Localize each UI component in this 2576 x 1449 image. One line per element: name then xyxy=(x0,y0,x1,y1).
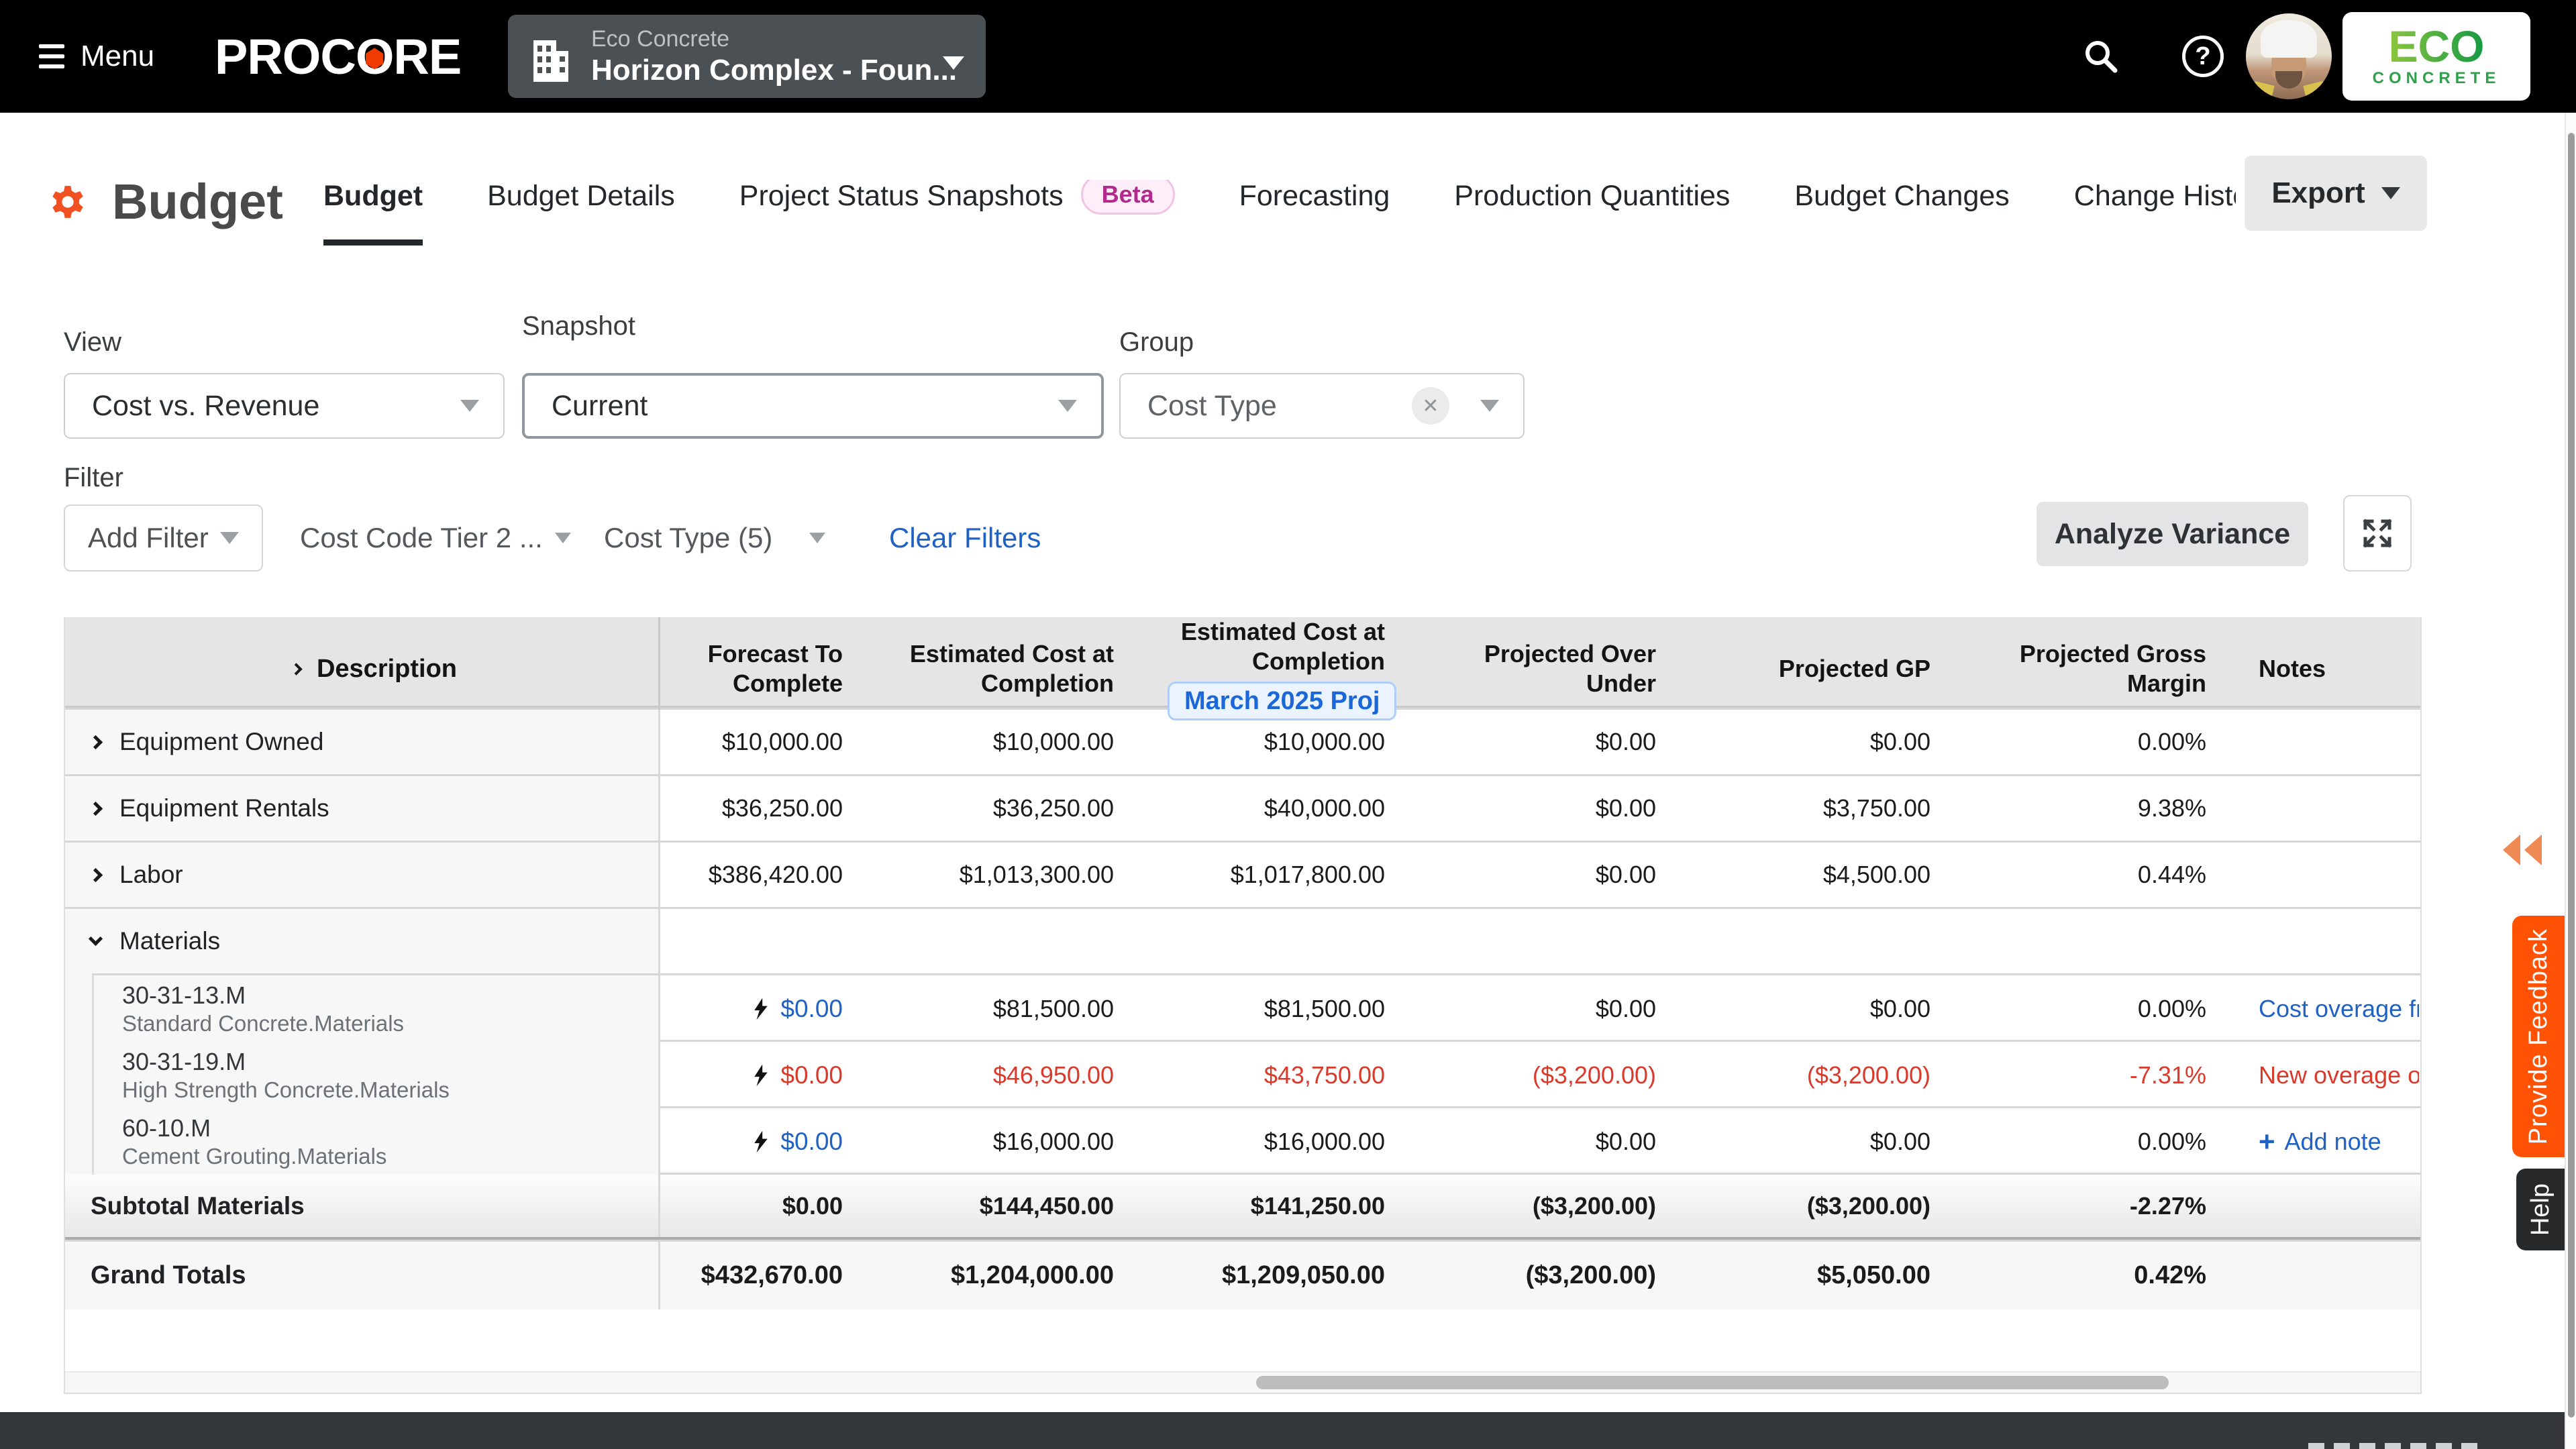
avatar[interactable] xyxy=(2246,13,2332,99)
view-label: View xyxy=(64,327,121,358)
clear-x-icon[interactable]: ✕ xyxy=(1412,387,1449,425)
column-projected-over-under: Projected Over Under xyxy=(1413,617,1684,720)
project-company: Eco Concrete xyxy=(591,25,957,53)
analyze-variance-button[interactable]: Analyze Variance xyxy=(2037,502,2308,566)
cost-code-filter[interactable]: Cost Code Tier 2 ... xyxy=(300,504,571,572)
collapse-arrows-icon[interactable] xyxy=(2500,833,2544,870)
add-filter-button[interactable]: Add Filter xyxy=(64,504,263,572)
tab-production-quantities[interactable]: Production Quantities xyxy=(1454,180,1730,246)
tab-project-status-snapshots[interactable]: Project Status SnapshotsBeta xyxy=(739,180,1175,246)
lightning-icon xyxy=(752,1063,770,1087)
column-projected-gross-margin: Projected Gross Margin xyxy=(1959,617,2234,720)
chevron-right-icon[interactable] xyxy=(89,867,103,881)
snapshot-label: Snapshot xyxy=(522,311,635,341)
vertical-scrollbar[interactable] xyxy=(2565,113,2576,1449)
caret-down-icon xyxy=(943,56,964,70)
tab-budget-details[interactable]: Budget Details xyxy=(487,180,675,246)
add-note-link[interactable]: Add note xyxy=(2285,1128,2381,1156)
tab-budget-changes[interactable]: Budget Changes xyxy=(1794,180,2009,246)
table-row-materials-group: Materials xyxy=(65,907,2420,973)
chevron-right-icon[interactable] xyxy=(89,801,103,815)
table-row-labor: Labor $386,420.00 $1,013,300.00 $1,017,8… xyxy=(65,841,2420,907)
footer-squares xyxy=(2308,1443,2477,1449)
vertical-scrollbar-thumb[interactable] xyxy=(2568,133,2575,1417)
caret-down-icon xyxy=(2381,187,2400,199)
beta-badge: Beta xyxy=(1081,180,1175,215)
column-notes: Notes xyxy=(2234,617,2419,720)
help-tab[interactable]: Help xyxy=(2516,1169,2565,1250)
company-logo: ECO CONCRETE xyxy=(2342,12,2530,101)
forecast-link[interactable]: $0.00 xyxy=(780,1128,843,1156)
building-icon xyxy=(531,31,572,82)
table-row-grand-totals: Grand Totals $432,670.00 $1,204,000.00 $… xyxy=(65,1240,2420,1309)
provide-feedback-tab[interactable]: Provide Feedback xyxy=(2512,916,2565,1157)
fullscreen-icon xyxy=(2359,515,2395,551)
column-projected-gp: Projected GP xyxy=(1684,617,1959,720)
table-row-subtotal-materials: Subtotal Materials $0.00 $144,450.00 $14… xyxy=(65,1173,2420,1240)
budget-table: Description Forecast To Complete Estimat… xyxy=(64,617,2422,1394)
table-row-equipment-owned: Equipment Owned $10,000.00 $10,000.00 $1… xyxy=(65,708,2420,774)
hamburger-icon xyxy=(39,44,64,68)
budget-page: Menu PROCORE Eco Concrete Horizon Comple… xyxy=(0,0,2576,1449)
menu-button[interactable]: Menu xyxy=(39,0,154,113)
lightning-icon xyxy=(752,997,770,1021)
chevron-right-icon[interactable] xyxy=(89,735,103,749)
chevron-down-icon[interactable] xyxy=(89,931,103,945)
footer-bar xyxy=(0,1412,2565,1449)
export-button[interactable]: Export xyxy=(2245,156,2427,231)
forecast-link[interactable]: $0.00 xyxy=(780,995,843,1023)
top-navigation-bar: Menu PROCORE Eco Concrete Horizon Comple… xyxy=(0,0,2576,113)
column-forecast-to-complete: Forecast To Complete xyxy=(660,617,871,720)
note-link[interactable]: Cost overage from xyxy=(2259,995,2419,1023)
note-link[interactable]: New overage on m xyxy=(2259,1061,2419,1089)
table-row-30-31-13M: 30-31-13.M Standard Concrete.Materials $… xyxy=(65,973,2420,1040)
caret-down-icon xyxy=(809,533,825,543)
caret-down-icon xyxy=(555,533,571,543)
tab-bar: Budget Budget Details Project Status Sna… xyxy=(323,180,2236,246)
menu-label: Menu xyxy=(81,40,154,73)
table-row-equipment-rentals: Equipment Rentals $36,250.00 $36,250.00 … xyxy=(65,774,2420,841)
column-estimated-cost-at-completion-snapshot: Estimated Cost at Completion March 2025 … xyxy=(1142,617,1413,720)
table-row-30-31-19M: 30-31-19.M High Strength Concrete.Materi… xyxy=(65,1040,2420,1106)
lightning-icon xyxy=(752,1130,770,1154)
table-header-row: Description Forecast To Complete Estimat… xyxy=(65,617,2420,708)
tab-change-history[interactable]: Change Histor xyxy=(2074,180,2236,246)
fullscreen-button[interactable] xyxy=(2343,495,2412,572)
caret-down-icon xyxy=(1058,400,1077,412)
page-title: Budget xyxy=(112,173,283,230)
horizontal-scrollbar-thumb[interactable] xyxy=(1256,1376,2169,1389)
view-select[interactable]: Cost vs. Revenue xyxy=(64,373,505,439)
tab-forecasting[interactable]: Forecasting xyxy=(1239,180,1390,246)
horizontal-scrollbar[interactable] xyxy=(65,1371,2420,1393)
clear-filters-link[interactable]: Clear Filters xyxy=(889,504,1041,572)
snapshot-select[interactable]: Current xyxy=(522,373,1104,439)
caret-down-icon xyxy=(1480,400,1499,412)
search-icon[interactable] xyxy=(2077,33,2124,80)
filter-label: Filter xyxy=(64,463,123,493)
gear-icon[interactable] xyxy=(50,184,85,219)
column-description[interactable]: Description xyxy=(65,617,660,720)
plus-icon: + xyxy=(2259,1126,2275,1158)
help-icon[interactable]: ? xyxy=(2179,33,2226,80)
project-selector[interactable]: Eco Concrete Horizon Complex - Foun... xyxy=(508,15,986,98)
caret-down-icon xyxy=(220,532,239,544)
column-estimated-cost-at-completion: Estimated Cost at Completion xyxy=(871,617,1142,720)
tab-budget[interactable]: Budget xyxy=(323,180,423,246)
table-row-60-10M: 60-10.M Cement Grouting.Materials $0.00 … xyxy=(65,1106,2420,1173)
group-select[interactable]: Cost Type ✕ xyxy=(1119,373,1525,439)
cost-type-filter[interactable]: Cost Type (5) xyxy=(604,504,825,572)
procore-logo[interactable]: PROCORE xyxy=(215,0,461,113)
group-label: Group xyxy=(1119,327,1194,358)
project-name: Horizon Complex - Foun... xyxy=(591,53,957,88)
caret-down-icon xyxy=(460,400,479,412)
forecast-link[interactable]: $0.00 xyxy=(780,1061,843,1089)
chevron-right-icon[interactable] xyxy=(290,663,302,675)
